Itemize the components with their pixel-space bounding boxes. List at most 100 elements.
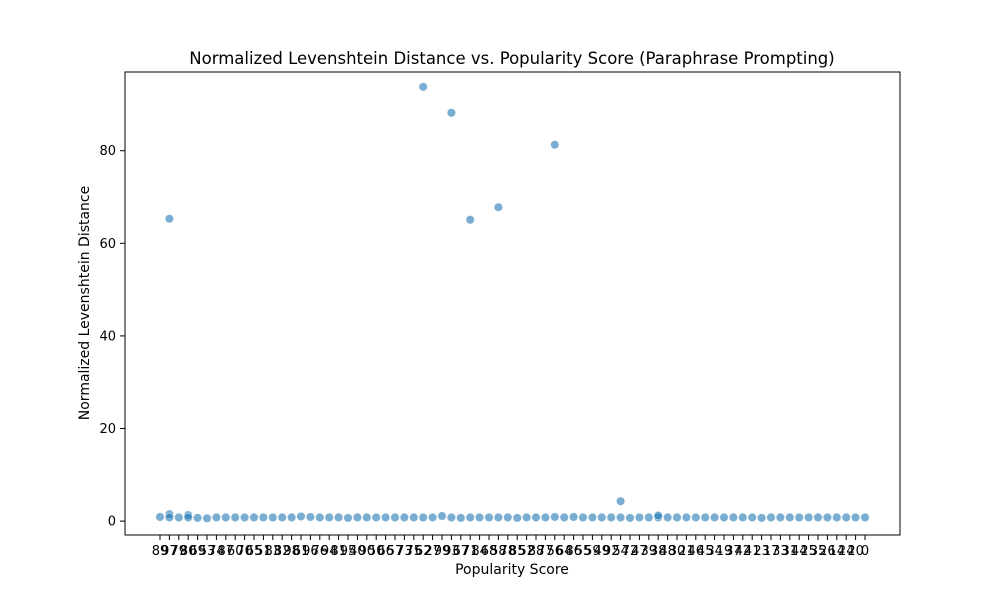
x-tick-label: 94: [321, 544, 338, 559]
x-tick-label: 0: [861, 544, 869, 559]
x-tick-label: 30: [669, 544, 686, 559]
data-point: [493, 512, 504, 523]
x-tick-label: 35: [810, 544, 827, 559]
x-tick-label: 72: [622, 544, 639, 559]
y-tick-label: 40: [99, 329, 116, 344]
x-tick-label: 90: [359, 544, 376, 559]
data-point: [465, 512, 475, 523]
data-point: [521, 512, 532, 523]
x-tick-label: 65: [246, 544, 263, 559]
data-point: [399, 512, 410, 523]
data-point: [437, 511, 447, 521]
data-point: [211, 512, 221, 523]
plot-frame: [124, 71, 901, 536]
x-tick-label: 25: [800, 544, 817, 559]
data-point: [775, 512, 786, 523]
data-point: [240, 512, 250, 523]
data-point: [183, 512, 193, 523]
x-tick-label: 66: [377, 544, 394, 559]
data-point: [615, 512, 626, 523]
data-point: [662, 512, 673, 523]
x-tick-label: 45: [697, 544, 714, 559]
data-point: [568, 512, 579, 522]
data-point: [672, 512, 682, 523]
data-point: [352, 512, 363, 523]
data-point: [644, 512, 654, 523]
data-point: [587, 512, 598, 523]
data-point: [465, 215, 475, 225]
data-point: [794, 512, 804, 523]
data-point: [813, 512, 823, 523]
x-tick-label: 34: [706, 544, 723, 559]
plot-area: 0204060808997798069537487607065518382986…: [99, 71, 901, 559]
x-tick-label: 83: [265, 544, 282, 559]
data-point: [785, 512, 795, 523]
x-tick-label: 17: [763, 544, 780, 559]
data-point: [287, 512, 297, 523]
x-tick-label: 57: [387, 544, 404, 559]
y-tick-label: 80: [99, 144, 116, 159]
x-tick-label: 88: [528, 544, 545, 559]
x-tick-label: 77: [537, 544, 554, 559]
data-point: [728, 512, 739, 523]
data-point: [418, 82, 428, 92]
x-tick-label: 51: [255, 544, 272, 559]
data-point: [456, 513, 466, 523]
data-point: [258, 512, 269, 523]
data-point: [578, 512, 588, 523]
x-tick-label: 20: [847, 544, 864, 559]
x-tick-label: 14: [829, 544, 846, 559]
x-tick-label: 52: [518, 544, 535, 559]
data-point: [615, 496, 626, 506]
x-tick-label: 86: [565, 544, 582, 559]
x-tick-label: 87: [218, 544, 235, 559]
x-tick-label: 26: [819, 544, 836, 559]
x-tick-label: 95: [340, 544, 357, 559]
data-point: [709, 512, 720, 523]
x-tick-label: 54: [612, 544, 629, 559]
x-tick-label: 31: [782, 544, 799, 559]
y-tick-label: 0: [108, 515, 116, 530]
data-point: [597, 512, 607, 523]
data-point: [475, 512, 485, 523]
data-point: [841, 512, 851, 523]
data-point: [700, 512, 710, 523]
x-tick-label: 60: [227, 544, 244, 559]
data-point: [493, 202, 504, 212]
x-tick-label: 98: [283, 544, 300, 559]
data-point: [766, 512, 776, 523]
data-point: [193, 513, 203, 523]
data-point: [230, 512, 240, 523]
data-point: [428, 512, 438, 523]
x-tick-label: 55: [575, 544, 592, 559]
x-tick-label: 48: [659, 544, 676, 559]
x-tick-label: 41: [744, 544, 761, 559]
data-point: [305, 512, 316, 522]
data-point: [681, 512, 692, 523]
x-tick-label: 73: [396, 544, 413, 559]
y-axis-title: Normalized Levenshtein Distance: [77, 186, 93, 420]
x-tick-label: 81: [330, 544, 347, 559]
data-point: [634, 512, 645, 523]
data-point: [446, 512, 457, 523]
x-tick-label: 39: [641, 544, 658, 559]
data-point: [390, 512, 400, 523]
x-axis-title: Popularity Score: [455, 562, 569, 578]
x-tick-label: 84: [471, 544, 488, 559]
data-point: [719, 512, 729, 523]
data-point: [691, 512, 701, 523]
data-point: [756, 513, 767, 523]
x-tick-label: 80: [180, 544, 197, 559]
x-tick-label: 21: [678, 544, 695, 559]
data-point: [484, 512, 494, 523]
data-point: [334, 512, 344, 523]
data-point: [268, 512, 278, 523]
data-point: [315, 512, 325, 523]
x-tick-label: 68: [481, 544, 498, 559]
data-point: [343, 513, 353, 523]
y-tick-label: 20: [99, 422, 116, 437]
chart-title: Normalized Levenshtein Distance vs. Popu…: [189, 49, 834, 68]
x-tick-label: 78: [500, 544, 517, 559]
data-point: [174, 512, 184, 523]
